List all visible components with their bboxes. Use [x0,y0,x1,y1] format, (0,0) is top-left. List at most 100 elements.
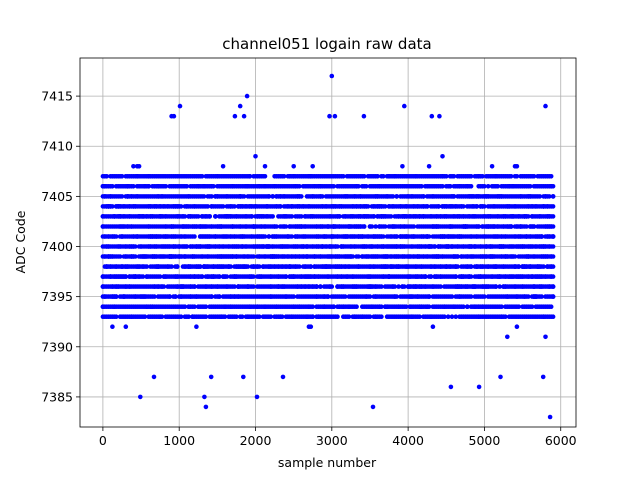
y-tick-label: 7415 [41,89,73,104]
data-point [329,284,335,289]
x-tick-label: 2000 [240,433,272,448]
data-point [222,314,228,320]
data-point [196,214,201,219]
y-tick-label: 7385 [41,389,73,404]
data-point [157,274,163,279]
x-tick-label: 3000 [316,433,348,448]
data-point [550,184,556,189]
data-point [209,294,214,299]
y-tick-label: 7405 [41,189,73,204]
data-point [110,184,115,189]
data-point [253,154,258,159]
data-point [234,314,239,320]
data-point [110,324,115,330]
data-point [184,244,190,249]
data-point [175,264,180,269]
data-point [232,113,238,119]
data-point [146,184,151,189]
data-point [327,113,332,119]
data-point [251,254,256,259]
data-point [550,194,556,199]
data-point [291,164,297,169]
data-point [291,294,297,299]
data-point [262,234,268,239]
data-point [209,194,214,199]
data-point [279,314,285,320]
data-point [270,194,276,199]
data-point [257,264,262,269]
data-point [308,324,314,330]
data-point [131,164,136,169]
data-point [138,394,143,400]
data-point [310,314,316,320]
data-point [217,274,222,279]
data-point [113,294,119,299]
data-point [241,113,247,119]
data-point [247,174,253,179]
data-point [550,234,556,239]
data-point [213,214,218,219]
grid-layer [80,58,576,427]
x-tick-label: 5000 [469,433,501,448]
y-tick-label: 7395 [41,289,73,304]
data-point [354,304,359,310]
data-point [402,103,407,109]
data-point [370,404,376,410]
data-point [489,164,495,169]
data-points [100,73,556,420]
data-point [220,164,226,169]
data-point [550,264,556,269]
data-point [152,294,157,299]
data-point [194,324,199,330]
data-point [514,324,520,330]
data-point [547,414,553,420]
data-point [448,384,454,390]
x-axis-label: sample number [278,455,377,470]
data-point [142,314,148,320]
data-point [203,404,209,410]
data-point [550,274,556,279]
data-point [251,284,256,289]
data-point [207,214,212,219]
data-point [514,164,520,169]
chart-title: channel051 logain raw data [222,35,431,53]
y-tick-label: 7400 [41,239,73,254]
data-point [550,224,556,229]
data-point [505,334,510,340]
data-point [133,244,138,249]
data-point [136,164,142,169]
data-point [437,113,442,119]
data-point [310,304,316,310]
data-point [203,314,209,320]
data-point [379,314,384,320]
data-point [314,284,319,289]
data-point [244,93,250,99]
data-point [329,73,335,79]
data-point [310,164,316,169]
data-point [237,103,243,109]
data-point [262,164,268,169]
data-point [245,264,251,269]
data-point [197,264,203,269]
data-point [182,304,188,310]
data-point [217,294,222,299]
data-point [266,234,272,239]
data-point [140,274,146,279]
data-point [228,264,233,269]
data-point [400,164,405,169]
data-point [550,254,556,259]
data-point [254,394,260,400]
data-point [548,304,554,310]
data-point [550,214,556,219]
data-point [361,224,367,229]
data-point [332,113,338,119]
data-point [119,194,125,199]
data-point [133,254,138,259]
data-point [131,184,136,189]
data-point [289,214,295,219]
data-point [208,374,214,380]
data-point [169,264,174,269]
data-point [177,103,183,109]
data-point [192,284,197,289]
data-point [440,154,445,159]
